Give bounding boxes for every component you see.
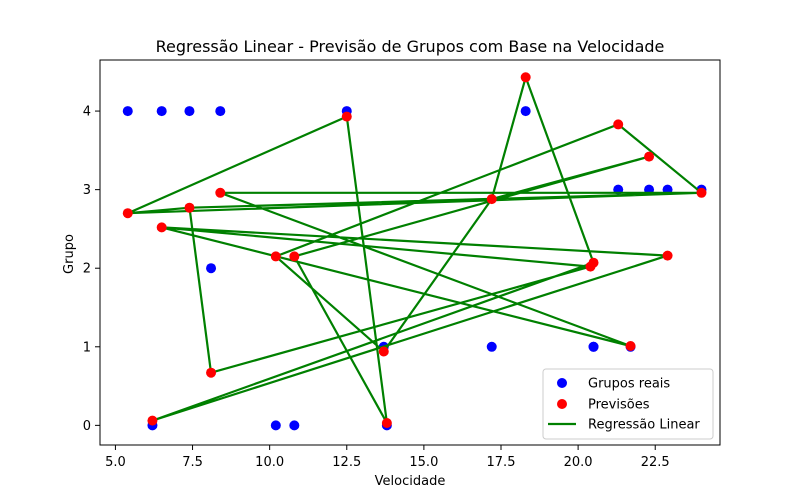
axes: 5.0 7.5 10.0 12.5 15.0 17.5 20.0 22.5 0 1 2 3 4 — [83, 59, 721, 470]
prediction-point — [184, 202, 195, 213]
actual-group-point — [520, 106, 531, 117]
prediction-point — [644, 151, 655, 162]
x-tick-label: 12.5 — [332, 455, 361, 470]
y-tick-label: 2 — [83, 262, 91, 277]
prediction-point — [585, 261, 596, 272]
actual-group-point — [206, 263, 217, 274]
prediction-point — [613, 119, 624, 130]
actual-group-point — [270, 420, 281, 431]
plot-area — [122, 72, 707, 431]
y-tick-label: 0 — [83, 419, 91, 434]
legend: Grupos reais Previsões Regressão Linear — [542, 368, 714, 440]
legend-box — [542, 368, 714, 440]
x-axis-title: Velocidade — [375, 474, 446, 489]
prediction-point — [270, 251, 281, 262]
prediction-point — [215, 187, 226, 198]
prediction-point — [662, 250, 673, 261]
x-tick-label: 22.5 — [641, 455, 670, 470]
prediction-point — [156, 222, 167, 233]
actual-group-point — [215, 106, 226, 117]
chart-title: Regressão Linear - Previsão de Grupos co… — [156, 37, 665, 56]
prediction-point — [122, 208, 133, 219]
prediction-point — [206, 367, 217, 378]
prediction-point — [696, 187, 707, 198]
actual-group-point — [156, 106, 167, 117]
legend-marker-prediction — [557, 399, 567, 409]
prediction-point — [520, 72, 531, 83]
x-tick-label: 5.0 — [105, 455, 126, 470]
x-tick-label: 7.5 — [182, 455, 203, 470]
x-tick-label: 10.0 — [255, 455, 284, 470]
prediction-point — [289, 251, 300, 262]
plot-frame — [99, 59, 721, 446]
prediction-point — [147, 415, 158, 426]
actual-group-point — [588, 341, 599, 352]
actual-group-point — [184, 106, 195, 117]
actual-group-point — [289, 420, 300, 431]
prediction-point — [486, 194, 497, 205]
prediction-point — [341, 111, 352, 122]
y-tick-label: 4 — [83, 105, 91, 120]
prediction-point — [378, 346, 389, 357]
y-tick-label: 3 — [83, 183, 91, 198]
legend-marker-actual — [557, 378, 567, 388]
legend-label: Grupos reais — [588, 377, 670, 392]
y-tick-label: 1 — [83, 340, 91, 355]
x-tick-label: 15.0 — [409, 455, 438, 470]
y-axis-title: Grupo — [62, 234, 77, 274]
prediction-point — [625, 341, 636, 351]
legend-label: Previsões — [588, 398, 650, 413]
legend-label: Regressão Linear — [588, 418, 700, 433]
x-tick-label: 17.5 — [487, 455, 516, 470]
x-tick-label: 20.0 — [564, 455, 593, 470]
prediction-point — [381, 418, 392, 428]
actual-group-point — [122, 106, 133, 117]
actual-group-point — [486, 341, 497, 352]
